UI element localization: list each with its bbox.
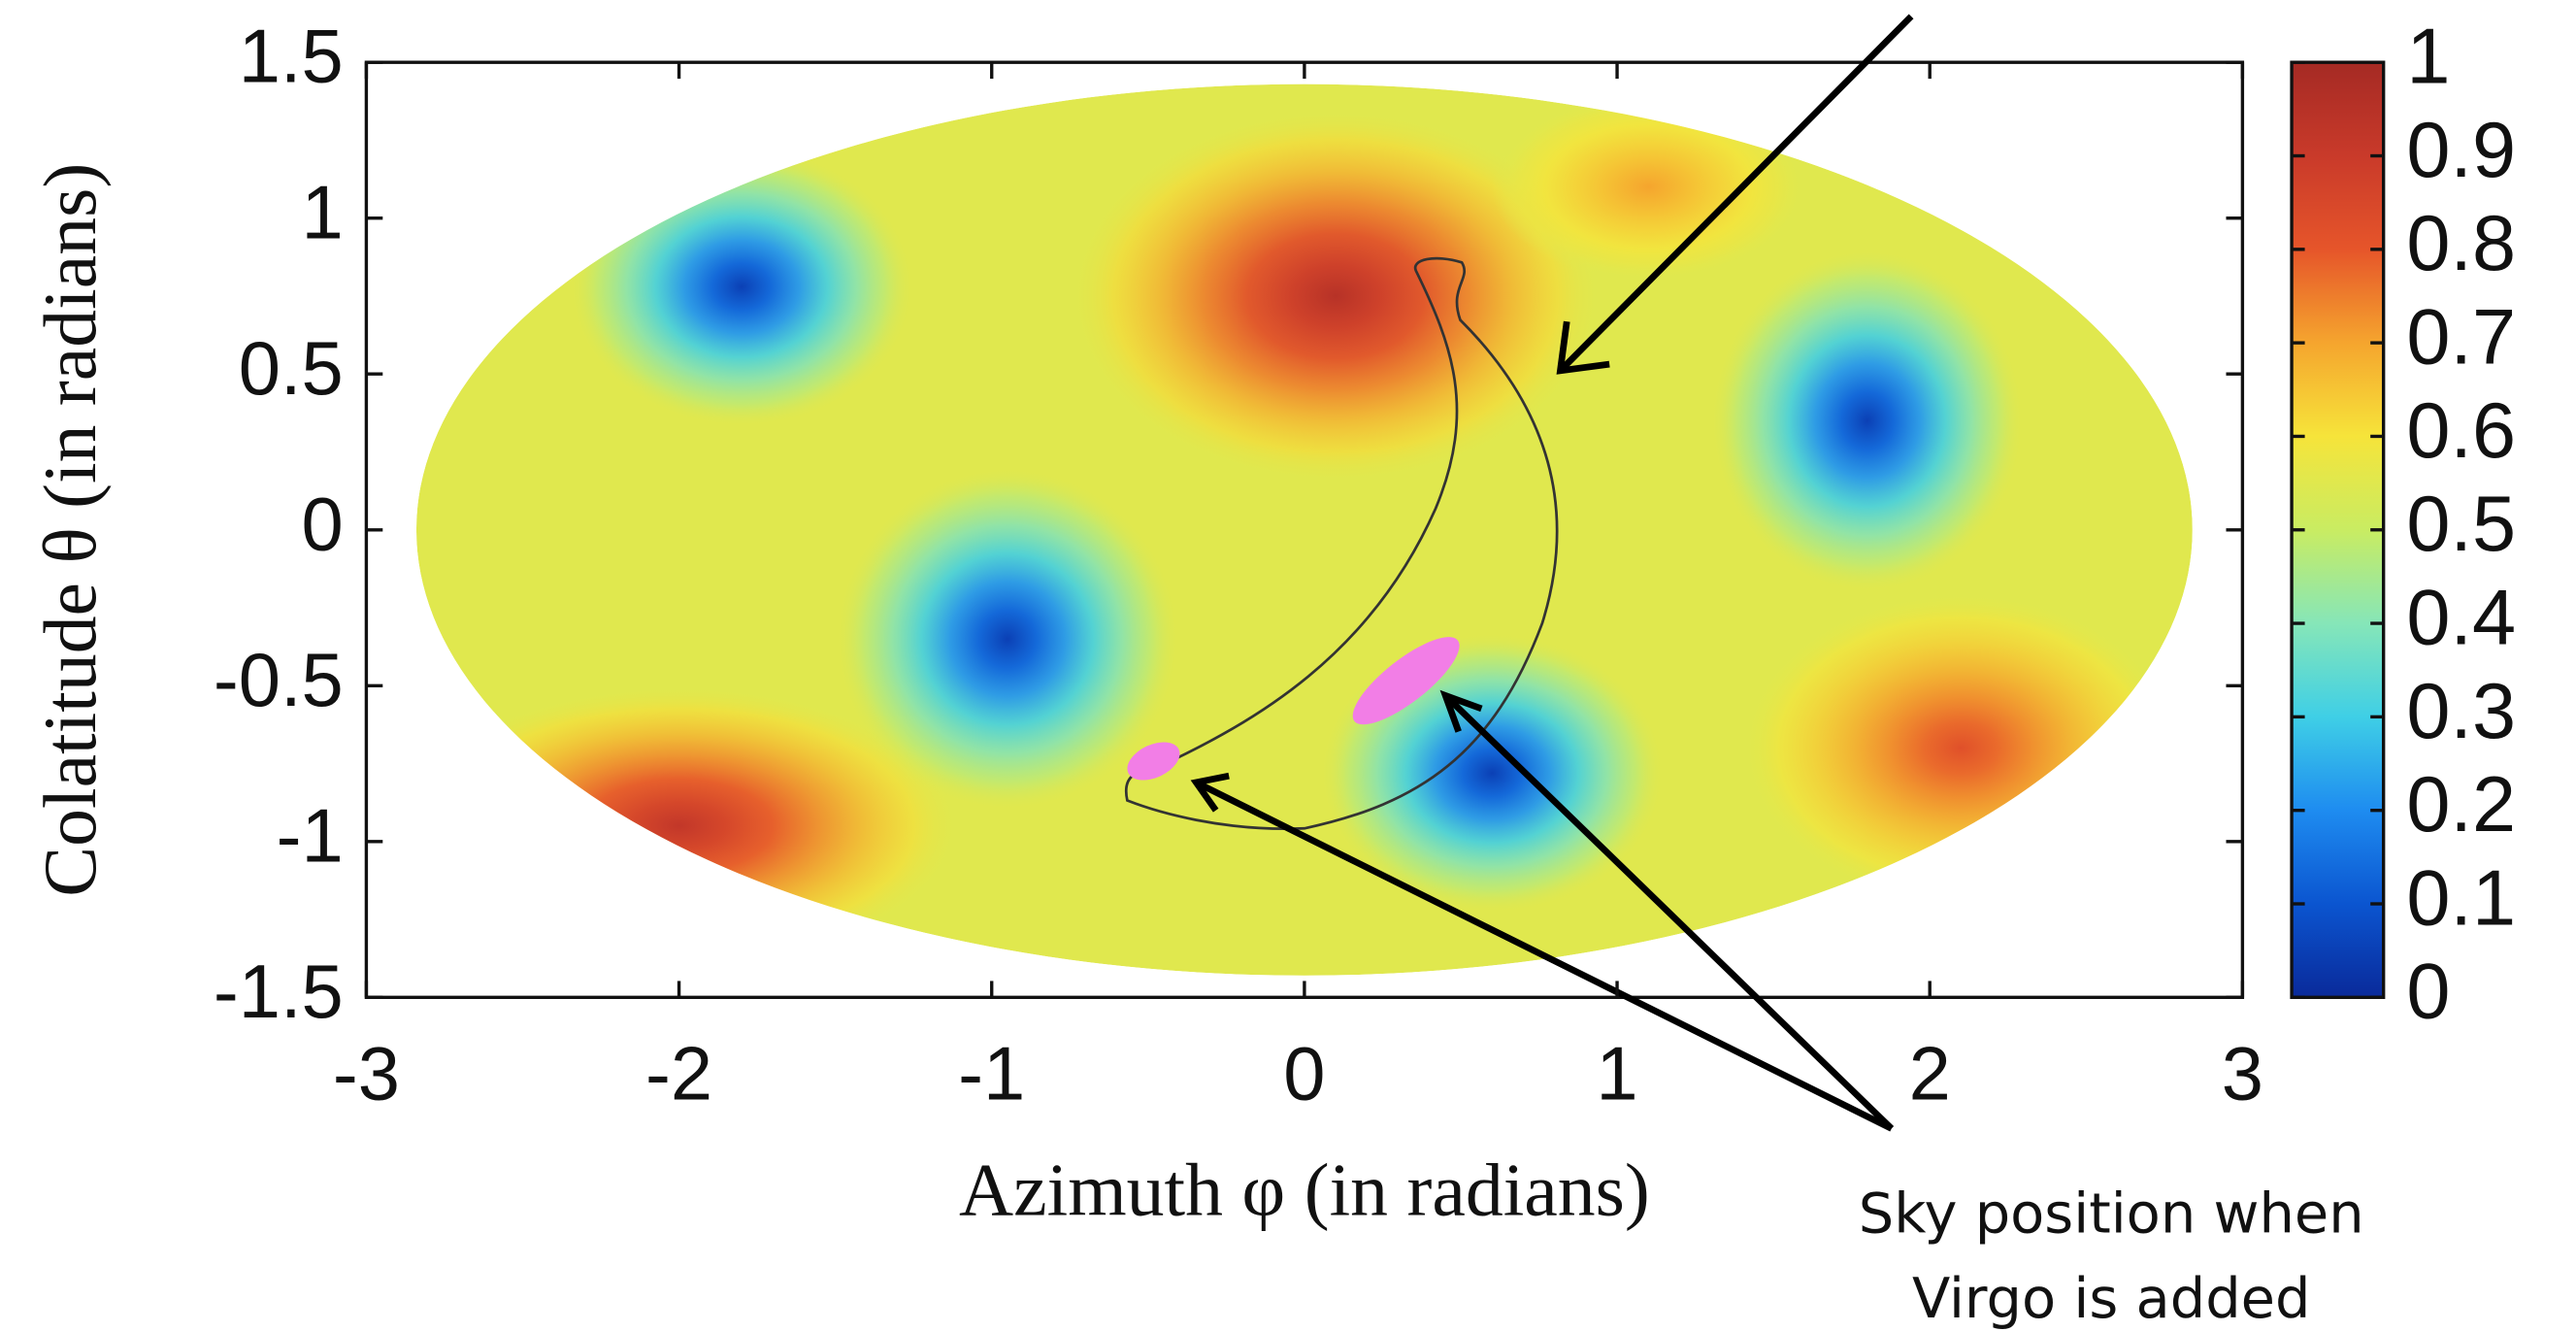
annotation: Sky position when xyxy=(1859,1181,2364,1246)
colorbar-tick-label: 0.8 xyxy=(2406,200,2516,287)
y-tick-label: -1 xyxy=(277,794,344,878)
sky-map xyxy=(415,83,2193,976)
x-tick-label: 2 xyxy=(1909,1032,1951,1116)
colorbar-tick-label: 0.7 xyxy=(2406,294,2516,382)
field-extremum xyxy=(1070,109,1602,483)
x-tick-label: -2 xyxy=(645,1032,712,1116)
virgo-region xyxy=(1127,742,1180,781)
y-tick-label: -1.5 xyxy=(214,950,344,1034)
annotation: Virgo is added xyxy=(1912,1266,2311,1331)
field-extremum xyxy=(1492,93,1805,281)
colorbar-tick-label: 0 xyxy=(2406,949,2450,1036)
colorbar-tick-label: 0.1 xyxy=(2406,854,2516,942)
field-extremum xyxy=(835,467,1180,811)
colorbar-tick-label: 0.9 xyxy=(2406,107,2516,194)
colorbar-tick-label: 0.4 xyxy=(2406,574,2516,661)
colorbar xyxy=(2290,60,2386,999)
x-tick-label: 0 xyxy=(1283,1032,1325,1116)
y-tick-label: -0.5 xyxy=(214,639,344,722)
y-tick-label: 0 xyxy=(302,483,344,566)
y-tick-label: 0.5 xyxy=(239,327,344,411)
x-tick-label: 1 xyxy=(1596,1032,1637,1116)
x-axis-label: Azimuth φ (in radians) xyxy=(959,1148,1650,1231)
y-axis-label: Colatitude θ (in radians) xyxy=(28,163,112,897)
virgo-region xyxy=(1352,637,1460,725)
field-extremum xyxy=(1741,591,2180,904)
y-tick-label: 1 xyxy=(302,171,344,254)
x-tick-label: -3 xyxy=(333,1032,400,1116)
colorbar-tick-label: 0.3 xyxy=(2406,668,2516,755)
y-tick-label: 1.5 xyxy=(239,16,344,99)
colorbar-tick-label: 0.5 xyxy=(2406,481,2516,568)
arrows xyxy=(1190,14,1914,1132)
x-tick-label: -1 xyxy=(958,1032,1025,1116)
x-tick-label: 3 xyxy=(2222,1032,2263,1116)
field-extremum xyxy=(569,146,914,427)
field-extremum xyxy=(1710,249,2024,592)
colorbar-tick-label: 0.6 xyxy=(2406,387,2516,475)
colorbar-tick-label: 0.2 xyxy=(2406,761,2516,849)
colorbar-tick-label: 1 xyxy=(2406,14,2450,101)
